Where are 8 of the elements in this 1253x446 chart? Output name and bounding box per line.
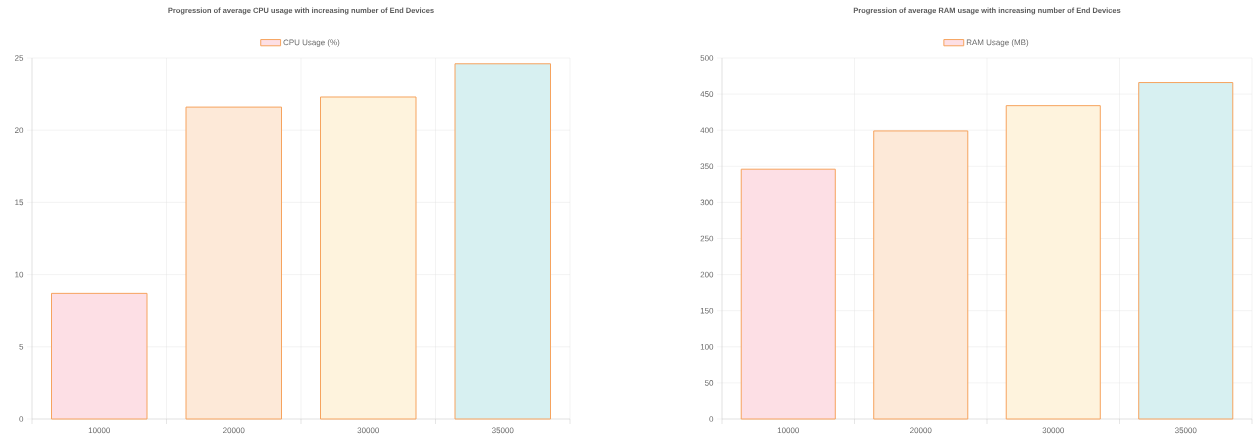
bar — [1138, 82, 1234, 420]
bar — [740, 168, 836, 420]
bar — [1005, 105, 1101, 420]
bar — [873, 130, 969, 420]
bar — [454, 63, 551, 420]
bar — [51, 292, 148, 420]
bar — [320, 96, 417, 420]
bar — [185, 106, 282, 420]
